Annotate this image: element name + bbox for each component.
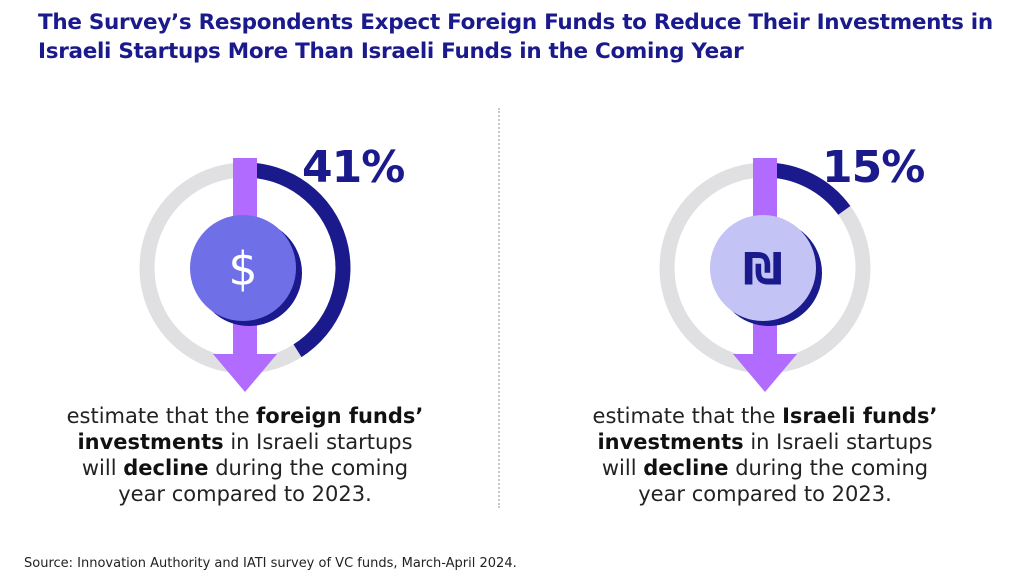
israeli-funds-donut: ₪ 15% [659, 142, 925, 392]
panel-divider [498, 108, 500, 508]
percent-value-label: 41% [302, 142, 404, 193]
foreign-funds-donut: $ 41% [139, 142, 405, 392]
chart-title: The Survey’s Respondents Expect Foreign … [38, 10, 993, 64]
foreign-funds-caption: estimate that the foreign funds’ investm… [66, 404, 424, 506]
dollar-symbol: $ [228, 242, 257, 296]
shekel-coin-icon: ₪ [710, 215, 822, 326]
percent-value-label: 15% [822, 142, 924, 193]
israeli-funds-caption: estimate that the Israeli funds’ investm… [592, 404, 938, 506]
source-note: Source: Innovation Authority and IATI su… [24, 556, 517, 571]
foreign-funds-panel: $ 41% estimate that the foreign funds’ i… [35, 140, 455, 520]
shekel-symbol: ₪ [743, 244, 783, 295]
dollar-coin-icon: $ [190, 215, 302, 326]
israeli-funds-panel: ₪ 15% estimate that the Israeli funds’ i… [555, 140, 975, 520]
ring-value-arc [244, 162, 351, 358]
